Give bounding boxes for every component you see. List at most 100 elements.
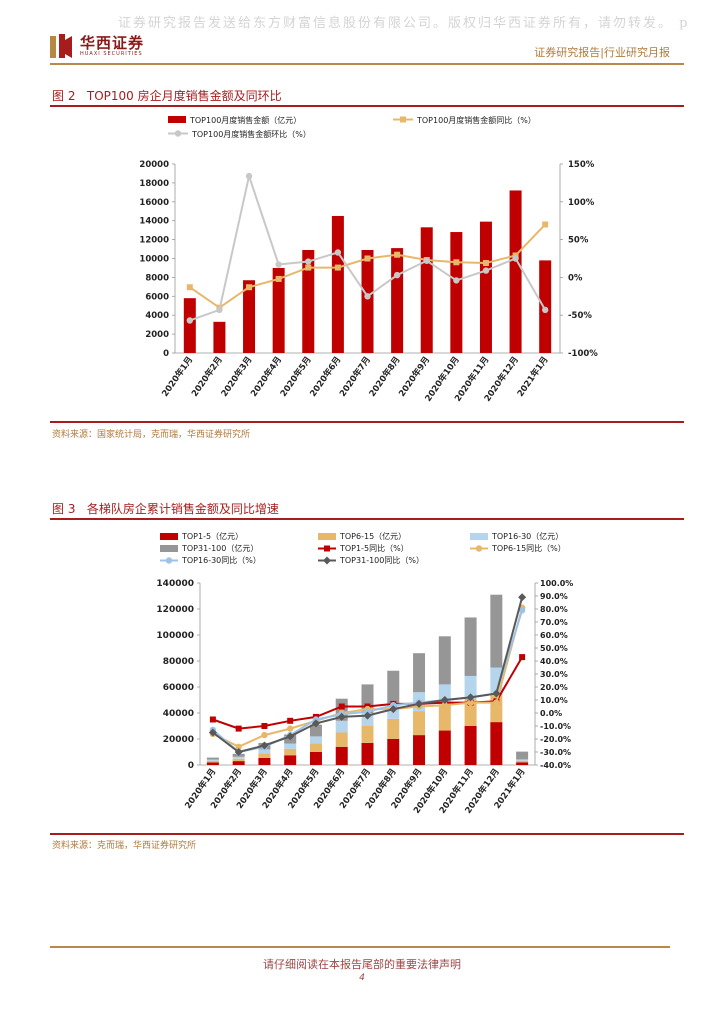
point-top31-100-yoy (363, 711, 372, 720)
point-top1-5-yoy (209, 716, 216, 723)
legal-disclaimer: 请仔细阅读在本报告尾部的重要法律声明 (263, 958, 461, 971)
point-top1-5-yoy (338, 703, 345, 710)
bar-top100-sales (183, 298, 196, 353)
bar-top6-15 (413, 711, 426, 736)
right-tick-label: -40.0% (540, 761, 571, 770)
figure-3-top-rule (50, 518, 684, 520)
left-tick-label: 80000 (163, 657, 194, 667)
point-yoy (305, 264, 312, 271)
right-tick-label: -10.0% (540, 722, 571, 731)
bar-top1-5 (206, 762, 219, 765)
point-top31-100-yoy (415, 699, 424, 708)
bar-top1-5 (438, 730, 451, 765)
right-tick-label: 40.0% (540, 657, 568, 666)
figure-3-bottom-rule (50, 833, 684, 835)
point-top16-30-yoy (518, 607, 526, 614)
figure-2-top-rule (50, 105, 684, 107)
bar-top100-sales (213, 321, 226, 353)
left-tick-label: 16000 (139, 198, 169, 208)
bar-top6-15 (258, 753, 271, 758)
right-tick-label: 90.0% (540, 592, 568, 601)
legend-label-top1-5-yoy: TOP1-5同比（%） (339, 543, 409, 553)
legend-label-sales: TOP100月度销售金额（亿元） (189, 115, 301, 125)
bar-top16-30 (309, 736, 322, 744)
figure-2-chart: TOP100月度销售金额（亿元） TOP100月度销售金额同比（%） TOP100月… (139, 115, 598, 404)
bar-top16-30 (335, 720, 348, 733)
right-tick-label: -50% (568, 311, 592, 321)
bar-top6-15 (206, 760, 219, 763)
right-tick-label: 50.0% (540, 644, 568, 653)
point-top6-15-yoy (467, 699, 474, 706)
legend-swatch-top16-30 (470, 533, 488, 540)
point-top6-15-yoy (235, 743, 242, 750)
point-mom (334, 249, 342, 256)
left-tick-label: 40000 (163, 709, 194, 719)
point-mom (364, 293, 371, 300)
point-yoy (334, 264, 341, 271)
bar-top31-100 (309, 724, 322, 737)
point-yoy (482, 260, 489, 267)
legend-label-mom: TOP100月度销售金额环比（%） (191, 129, 311, 139)
figure-3-source: 资料来源：克而瑞，华西证券研究所 (52, 841, 197, 851)
left-tick-label: 20000 (163, 735, 194, 745)
legend-label-top31-100-yoy: TOP31-100同比（%） (339, 555, 424, 565)
bar-top16-30 (516, 759, 529, 761)
bar-top31-100 (387, 670, 400, 704)
legend-marker-top16-30-yoy (165, 557, 173, 564)
point-top31-100-yoy (492, 689, 501, 698)
bar-top100-sales (539, 260, 552, 353)
legend-label-top6-15: TOP6-15（亿元） (339, 531, 406, 541)
left-tick-label: 20000 (139, 160, 169, 170)
point-top6-15-yoy (261, 731, 268, 739)
bar-top6-15 (309, 743, 322, 752)
point-top1-5-yoy (235, 725, 242, 732)
bar-top1-5 (464, 726, 477, 765)
legend-marker-top31-100-yoy (323, 556, 331, 565)
bar-top1-5 (232, 761, 245, 765)
point-top31-100-yoy (260, 741, 269, 750)
right-tick-label: 60.0% (540, 631, 568, 640)
left-tick-label: 8000 (145, 273, 169, 283)
point-top6-15-yoy (493, 699, 500, 706)
legend-swatch-top6-15 (318, 533, 336, 540)
left-tick-label: 6000 (145, 292, 169, 302)
logo-english-name: HUAXI SECURITIES (80, 51, 143, 57)
bar-top1-5 (258, 757, 271, 765)
left-tick-label: 18000 (139, 179, 169, 189)
point-yoy (453, 259, 460, 266)
bar-top1-5 (309, 752, 322, 765)
point-top31-100-yoy (466, 693, 475, 702)
legend-label-top16-30-yoy: TOP16-30同比（%） (181, 555, 261, 565)
point-mom (275, 261, 282, 268)
bar-top31-100 (206, 757, 219, 760)
point-top31-100-yoy (518, 593, 527, 602)
right-tick-label: 20.0% (540, 683, 568, 692)
company-logo: 华西证券 HUAXI SECURITIES (50, 34, 144, 58)
point-top1-5-yoy (261, 723, 268, 729)
bar-top31-100 (516, 751, 529, 760)
bar-top31-100 (413, 653, 426, 693)
point-top1-5-yoy (519, 654, 526, 661)
bar-top1-5 (335, 746, 348, 765)
bar-top1-5 (387, 739, 400, 765)
bar-top31-100 (490, 594, 503, 668)
bar-top31-100 (438, 636, 451, 685)
right-tick-label: -100% (568, 349, 598, 359)
figure-2-source: 资料来源：国家统计局，克而瑞，华西证券研究所 (52, 430, 251, 440)
bar-top6-15 (232, 758, 245, 762)
logo-chinese-name: 华西证券 (80, 34, 145, 52)
point-yoy (186, 284, 193, 291)
point-mom (541, 306, 549, 314)
report-type-label: 证券研究报告|行业研究月报 (534, 46, 670, 59)
bar-top100-sales (272, 267, 285, 353)
point-yoy (364, 255, 371, 262)
left-tick-label: 60000 (163, 683, 194, 693)
point-mom (512, 255, 519, 262)
point-top31-100-yoy (337, 712, 346, 721)
legend-label-top16-30: TOP16-30（亿元） (491, 531, 563, 541)
legend-marker-mom (174, 130, 182, 137)
left-tick-label: 0 (188, 761, 194, 771)
legend-label-yoy: TOP100月度销售金额同比（%） (416, 115, 536, 125)
right-tick-label: 150% (568, 160, 595, 170)
right-tick-label: 0% (568, 273, 583, 283)
